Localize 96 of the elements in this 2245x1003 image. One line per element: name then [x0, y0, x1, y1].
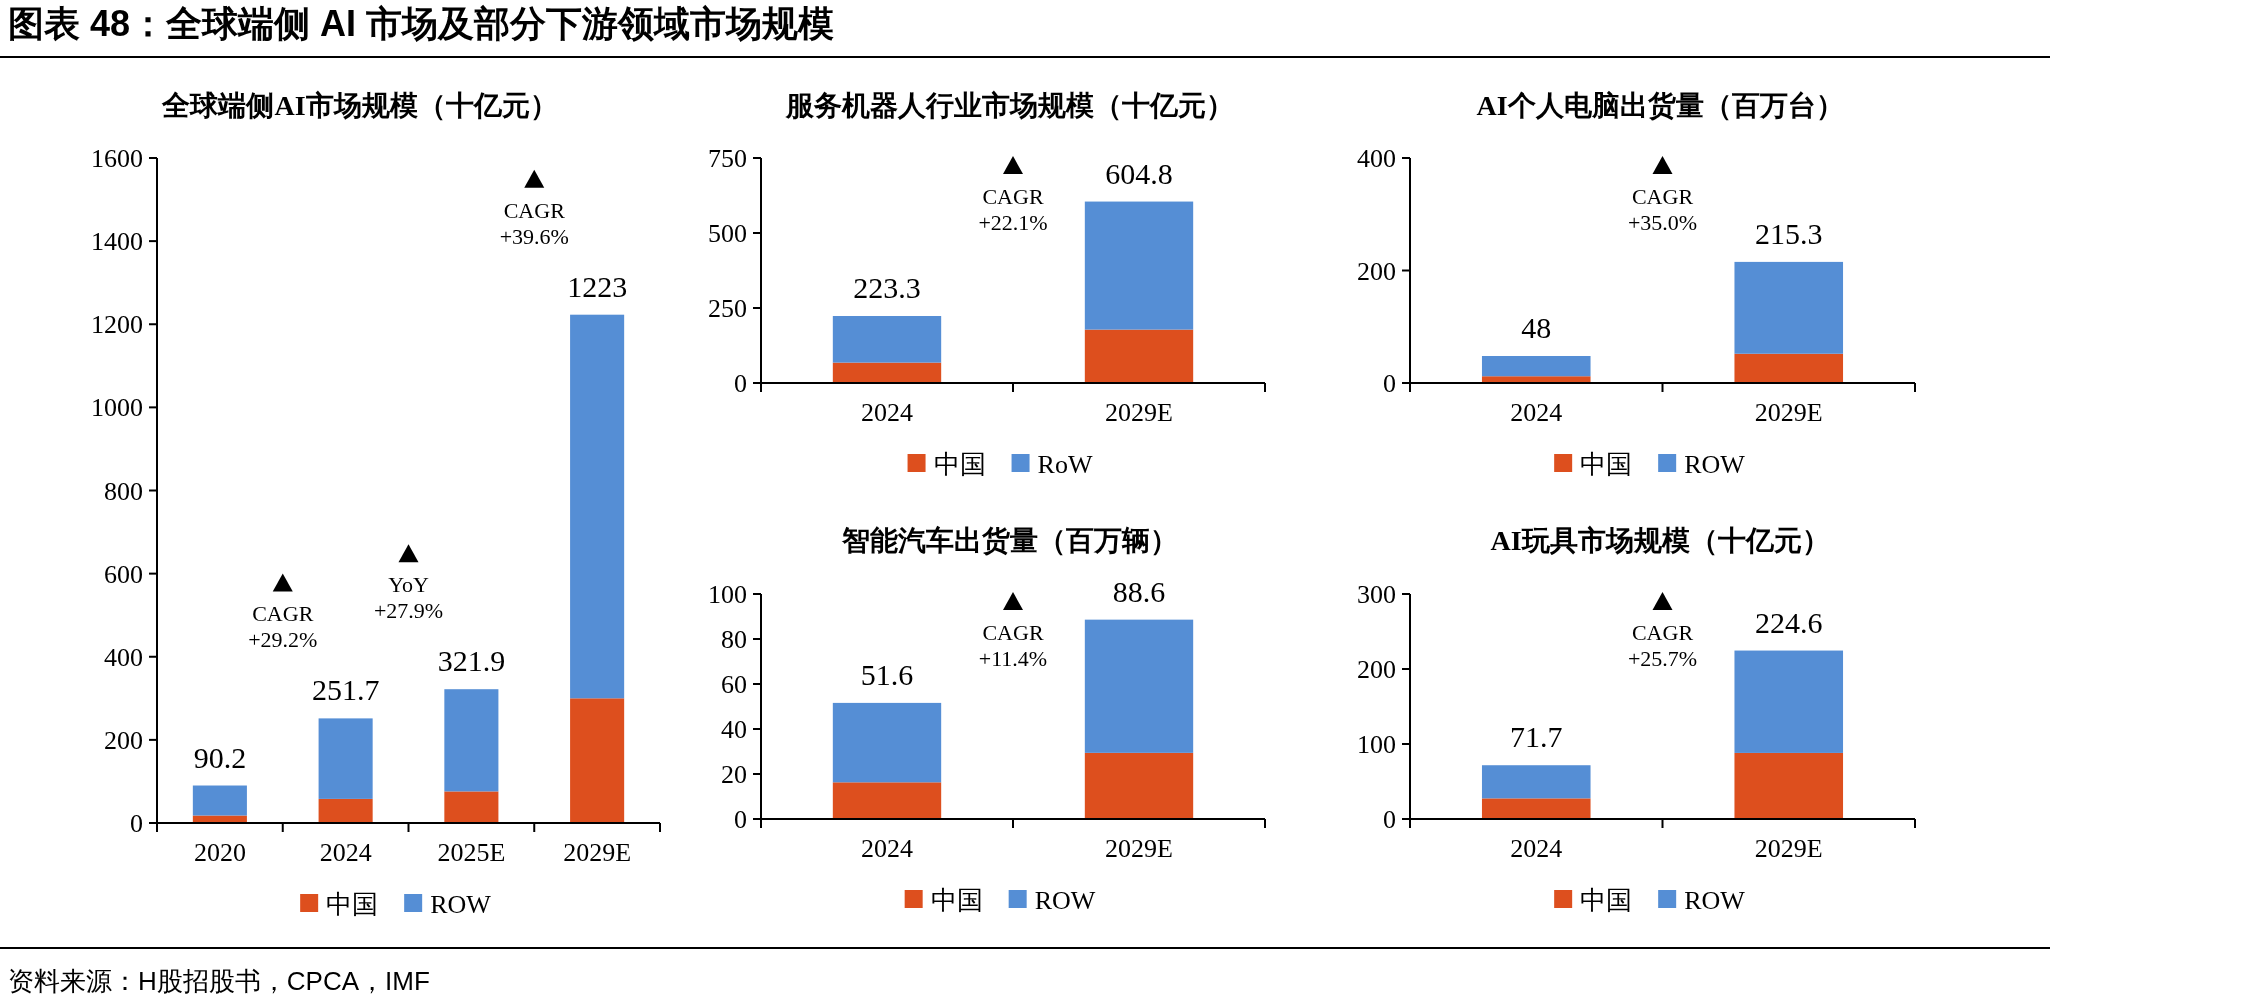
text: 图表 48：全球端侧 AI 市场及部分下游领域市场规模 — [8, 3, 835, 44]
x-tick-label: 2029E — [1105, 834, 1173, 863]
y-tick-label: 750 — [708, 144, 747, 173]
y-tick-label: 0 — [1383, 805, 1396, 834]
bar — [832, 782, 942, 819]
x-tick-label: 2029E — [1105, 398, 1173, 427]
bar — [192, 785, 247, 816]
x-tick-label: 2024 — [1510, 834, 1563, 863]
y-tick-label: 1600 — [91, 144, 143, 173]
bar — [1084, 619, 1194, 753]
y-tick-label: 1200 — [91, 310, 143, 340]
x-tick-label: 2029E — [563, 838, 632, 867]
chart-title: 服务机器人行业市场规模（十亿元） — [785, 90, 1234, 121]
legend-label: 中国 — [1580, 450, 1633, 479]
annotation: CAGR +11.4% — [978, 620, 1048, 671]
y-tick-label: 1000 — [91, 393, 143, 423]
total-label: 224.6 — [1755, 605, 1823, 639]
legend-label: RoW — [1037, 450, 1093, 479]
legend-label: ROW — [1684, 886, 1746, 915]
bar — [1084, 329, 1194, 383]
total-label: 88.6 — [1112, 574, 1166, 608]
x-tick-label: 2029E — [1754, 398, 1823, 427]
bar — [1481, 765, 1591, 799]
x-tick-label: 2024 — [861, 398, 913, 427]
y-tick-label: 0 — [734, 369, 747, 398]
bar — [570, 698, 625, 823]
annotation: YoY +27.9% — [373, 572, 444, 624]
y-tick-label: 0 — [130, 809, 143, 838]
bar — [318, 798, 373, 823]
bar — [1084, 201, 1194, 330]
chart-title: AI玩具市场规模（十亿元） — [1490, 525, 1830, 556]
annotation: CAGR +22.1% — [978, 184, 1048, 235]
y-tick-label: 200 — [1357, 655, 1396, 684]
bar — [1481, 798, 1591, 819]
y-tick-label: 0 — [1383, 369, 1396, 398]
total-label: 251.7 — [311, 673, 380, 707]
bar — [444, 689, 499, 792]
bar — [1734, 261, 1844, 354]
y-tick-label: 200 — [1357, 256, 1396, 286]
total-label: 48 — [1521, 311, 1552, 344]
y-tick-label: 400 — [1357, 144, 1396, 173]
y-tick-label: 600 — [104, 559, 143, 589]
bar — [318, 718, 373, 799]
annotation: CAGR +35.0% — [1627, 184, 1698, 235]
y-tick-label: 800 — [104, 476, 143, 506]
y-tick-label: 100 — [708, 580, 747, 609]
y-tick-label: 100 — [1357, 730, 1396, 759]
bar — [832, 316, 942, 363]
legend-label: 中国 — [933, 450, 986, 479]
x-tick-label: 2024 — [861, 834, 913, 863]
y-tick-label: 60 — [721, 670, 747, 699]
text: 资料来源：H股招股书，CPCA，IMF — [8, 966, 430, 996]
y-tick-label: 40 — [721, 715, 747, 744]
annotation: CAGR +25.7% — [1627, 620, 1698, 671]
bar — [444, 791, 499, 823]
legend-label: 中国 — [326, 890, 379, 919]
y-tick-label: 400 — [104, 642, 143, 672]
annotation: CAGR +39.6% — [499, 197, 569, 249]
y-tick-label: 20 — [721, 760, 747, 789]
total-label: 71.7 — [1510, 720, 1563, 754]
total-label: 215.3 — [1755, 216, 1823, 250]
total-label: 51.6 — [860, 657, 914, 691]
y-tick-label: 500 — [708, 219, 747, 248]
legend-label: 中国 — [930, 886, 983, 915]
chart-title: AI个人电脑出货量（百万台） — [1476, 90, 1844, 121]
y-tick-label: 1400 — [91, 227, 143, 257]
bar — [832, 702, 942, 783]
bar — [1734, 353, 1844, 383]
y-tick-label: 250 — [708, 294, 747, 323]
annotation: CAGR +29.2% — [248, 601, 318, 653]
bar — [570, 314, 625, 699]
legend-label: 中国 — [1580, 886, 1633, 915]
chart-title: 智能汽车出货量（百万辆） — [841, 525, 1178, 556]
x-tick-label: 2024 — [1510, 398, 1563, 427]
y-tick-label: 0 — [734, 805, 747, 834]
x-tick-label: 2020 — [193, 838, 246, 867]
total-label: 90.2 — [193, 740, 247, 774]
bar — [1734, 752, 1844, 819]
chart-title: 全球端侧AI市场规模（十亿元） — [161, 90, 558, 121]
legend-label: ROW — [1034, 886, 1096, 915]
bar — [832, 362, 942, 383]
legend-label: ROW — [430, 890, 492, 919]
y-tick-label: 300 — [1357, 580, 1396, 609]
bar — [1481, 356, 1591, 377]
total-label: 321.9 — [437, 644, 506, 678]
x-tick-label: 2029E — [1754, 834, 1823, 863]
legend-label: ROW — [1684, 450, 1746, 479]
x-tick-label: 2025E — [437, 838, 506, 867]
bar — [1734, 650, 1844, 753]
x-tick-label: 2024 — [319, 838, 372, 867]
y-tick-label: 80 — [721, 625, 747, 654]
total-label: 1223 — [567, 269, 628, 303]
y-tick-label: 200 — [104, 725, 143, 755]
total-label: 604.8 — [1105, 156, 1173, 190]
bar — [1084, 752, 1194, 819]
total-label: 223.3 — [853, 271, 921, 305]
